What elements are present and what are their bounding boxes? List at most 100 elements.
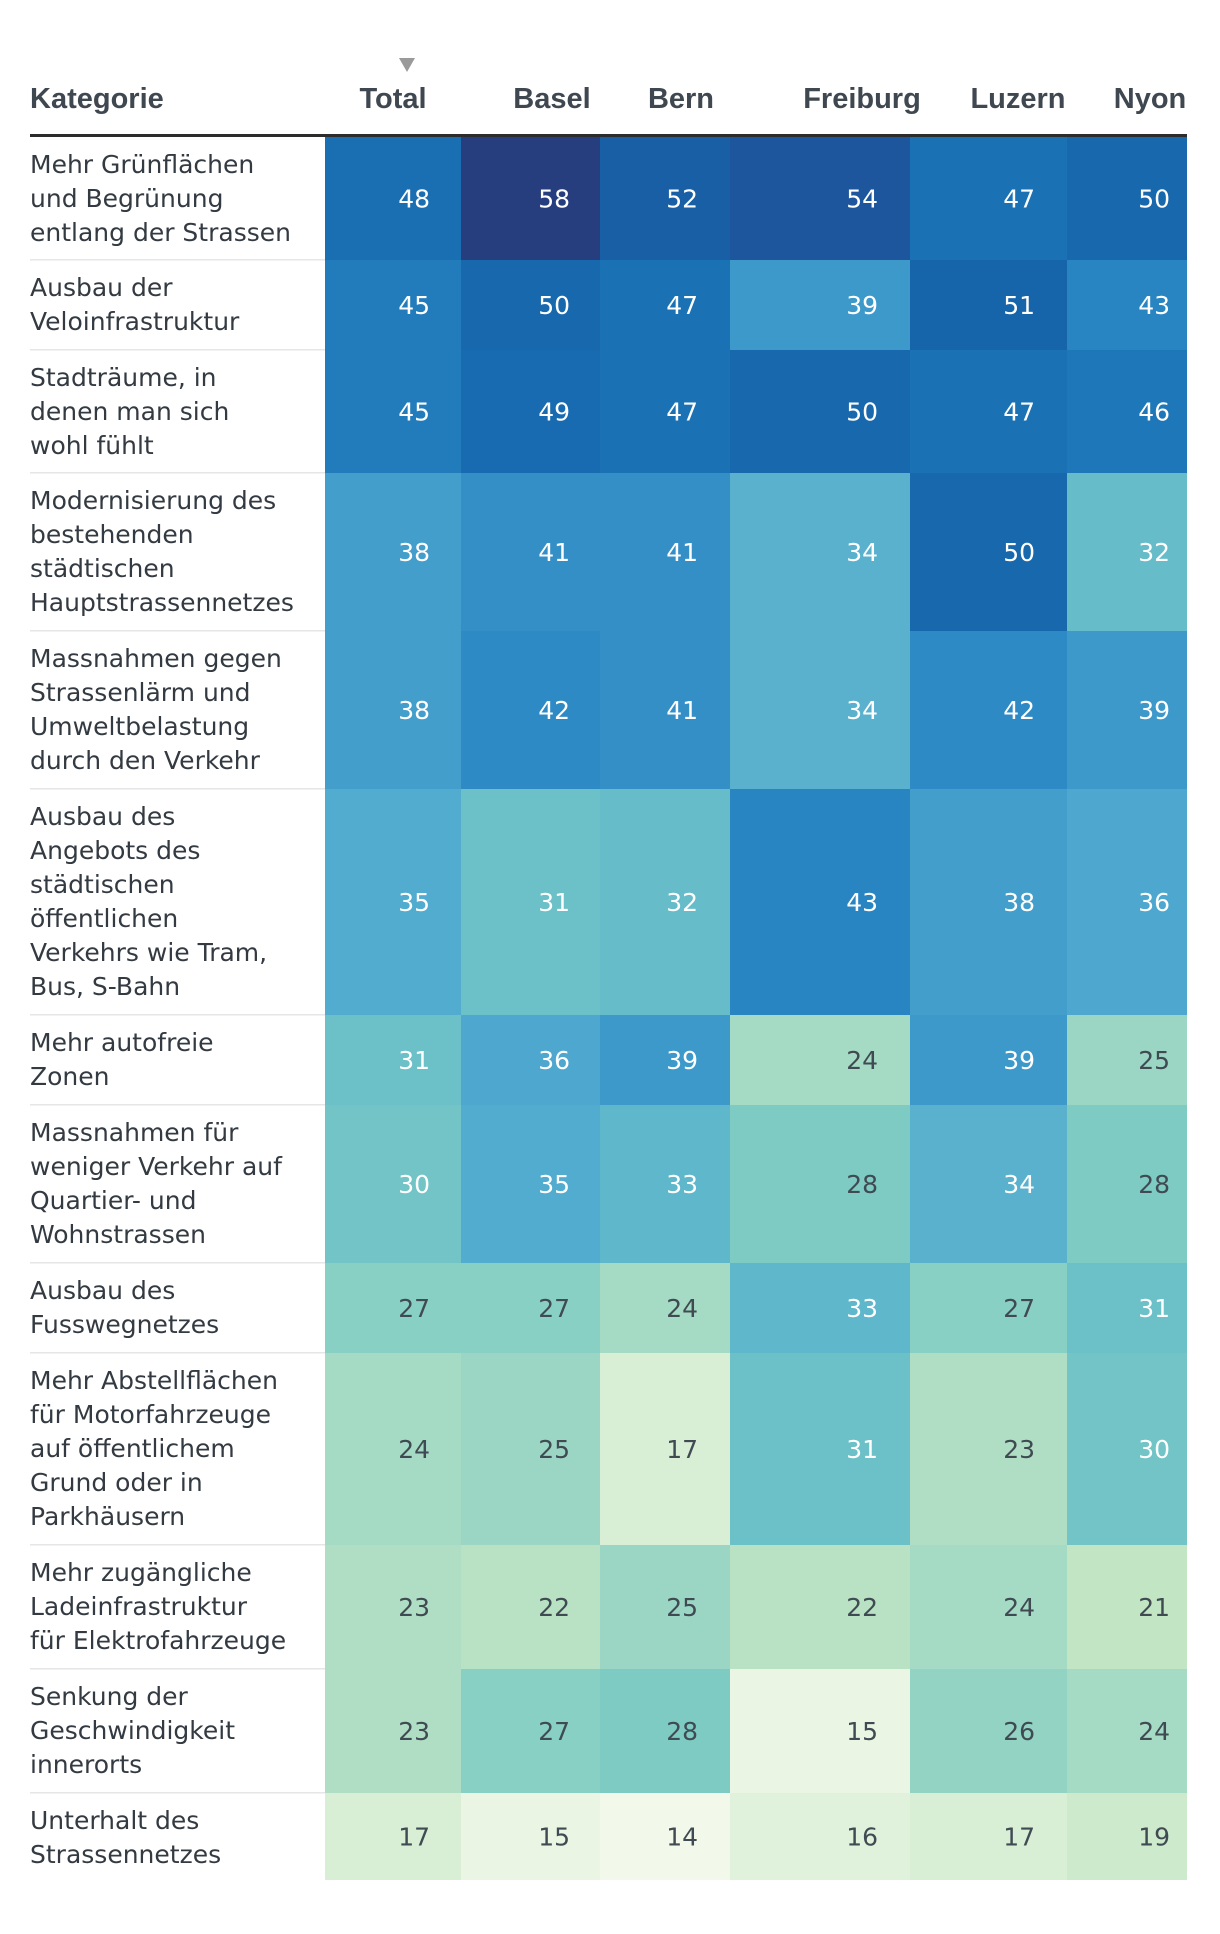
heatmap-cell (600, 137, 730, 260)
cell-value: 24 (398, 1435, 430, 1464)
table-row: Mehr autofreie Zonen 31 36 39 24 39 25 (30, 1015, 1187, 1106)
table-row: Massnahmen für weniger Verkehr auf Quartie… (30, 1105, 1187, 1264)
cell-value: 28 (846, 1170, 878, 1199)
cell-value: 24 (666, 1294, 698, 1323)
column-header-nyon[interactable]: Nyon (1114, 83, 1187, 115)
cell-value: 23 (1003, 1435, 1035, 1464)
cell-value: 47 (666, 291, 698, 320)
cell-value: 17 (1003, 1823, 1035, 1852)
table-row: Mehr Abstellflächen für Motorfahrzeuge auf… (30, 1353, 1187, 1546)
cell-value: 38 (1003, 888, 1035, 917)
heatmap-cell (461, 1353, 600, 1545)
header-rule (30, 134, 1187, 137)
heatmap-cell (730, 1669, 910, 1793)
heatmap-cell (1067, 350, 1187, 473)
heatmap-cell (600, 260, 730, 350)
heatmap-cell (730, 631, 910, 789)
cell-value: 48 (398, 185, 430, 214)
table-row: Ausbau der Veloinfrastruktur 45 50 47 39 51 43 (30, 260, 1187, 351)
row-label: Ausbau des Angebots des städtischen öffentl… (30, 802, 267, 1001)
column-header-freiburg[interactable]: Freiburg (803, 83, 921, 115)
heatmap-cell (910, 1669, 1067, 1793)
cell-value: 17 (398, 1823, 430, 1852)
heatmap-cell (600, 473, 730, 631)
cell-value: 32 (1138, 538, 1170, 567)
heatmap-cell (600, 1015, 730, 1105)
cell-value: 31 (398, 1046, 430, 1075)
cell-value: 46 (1138, 398, 1170, 427)
cell-value: 43 (846, 888, 878, 917)
cell-value: 41 (538, 538, 570, 567)
row-divider (30, 630, 325, 632)
heatmap-cell (910, 137, 1067, 260)
cell-value: 36 (1138, 888, 1170, 917)
cell-value: 58 (538, 185, 570, 214)
heatmap-cell (325, 1015, 461, 1105)
cell-value: 28 (1138, 1170, 1170, 1199)
cell-value: 23 (398, 1593, 430, 1622)
row-divider (30, 1668, 325, 1670)
column-header-total[interactable]: Total (359, 83, 426, 115)
cell-value: 27 (1003, 1294, 1035, 1323)
cell-value: 47 (1003, 398, 1035, 427)
column-header-basel[interactable]: Basel (513, 83, 590, 115)
heatmap-cell (910, 1545, 1067, 1669)
row-label: Massnahmen gegen Strassenlärm und Umweltbe… (30, 644, 282, 775)
cell-value: 31 (846, 1435, 878, 1464)
cell-value: 15 (846, 1717, 878, 1746)
cell-value: 43 (1138, 291, 1170, 320)
table-row: Stadträume, in denen man sich wohl fühlt 45… (30, 350, 1187, 474)
row-label: Massnahmen für weniger Verkehr auf Quartie… (30, 1118, 283, 1249)
cell-value: 51 (1003, 291, 1035, 320)
table-row: Unterhalt des Strassennetzes 17 15 14 16 17 19 (30, 1793, 1187, 1880)
cell-value: 33 (846, 1294, 878, 1323)
heatmap-cell (325, 260, 461, 350)
row-label: Ausbau der Veloinfrastruktur (30, 273, 240, 336)
heatmap-cell (1067, 1353, 1187, 1545)
heatmap-cell (325, 1105, 461, 1263)
heatmap-cell (910, 1353, 1067, 1545)
heatmap-cell (325, 631, 461, 789)
heatmap-cell (910, 1105, 1067, 1263)
cell-value: 25 (538, 1435, 570, 1464)
heatmap-cell (600, 1105, 730, 1263)
heatmap-cell (730, 1545, 910, 1669)
heatmap-cell (325, 1545, 461, 1669)
cell-value: 39 (1138, 696, 1170, 725)
cell-value: 42 (538, 696, 570, 725)
cell-value: 24 (1003, 1593, 1035, 1622)
table-header: Kategorie Total Basel Bern Freiburg Luzern Nyo… (30, 58, 1187, 137)
cell-value: 50 (1003, 538, 1035, 567)
cell-value: 34 (846, 538, 878, 567)
heatmap-cell (600, 1545, 730, 1669)
cell-value: 24 (1138, 1717, 1170, 1746)
heatmap-cell (600, 1353, 730, 1545)
heatmap-cell (730, 137, 910, 260)
column-header-bern[interactable]: Bern (648, 83, 714, 115)
heatmap-cell (461, 1793, 600, 1880)
cell-value: 47 (666, 398, 698, 427)
cell-value: 50 (538, 291, 570, 320)
cell-value: 41 (666, 538, 698, 567)
cell-value: 35 (398, 888, 430, 917)
cell-value: 39 (846, 291, 878, 320)
heatmap-cell (600, 631, 730, 789)
heatmap-cell (1067, 1015, 1187, 1105)
cell-value: 31 (1138, 1294, 1170, 1323)
row-divider (30, 472, 325, 474)
table-body: Mehr Grünflächen und Begrünung entlang der… (30, 137, 1187, 1880)
row-divider (30, 349, 325, 351)
cell-value: 35 (538, 1170, 570, 1199)
heatmap-cell (1067, 1793, 1187, 1880)
cell-value: 22 (846, 1593, 878, 1622)
cell-value: 17 (666, 1435, 698, 1464)
cell-value: 14 (666, 1823, 698, 1852)
cell-value: 52 (666, 185, 698, 214)
heatmap-cell (325, 1793, 461, 1880)
heatmap-cell (461, 350, 600, 473)
triangle-down-icon[interactable] (399, 58, 415, 72)
column-header-kategorie[interactable]: Kategorie (30, 83, 164, 115)
row-label: Unterhalt des Strassennetzes (30, 1806, 221, 1869)
cell-value: 50 (846, 398, 878, 427)
column-header-luzern[interactable]: Luzern (970, 83, 1065, 115)
